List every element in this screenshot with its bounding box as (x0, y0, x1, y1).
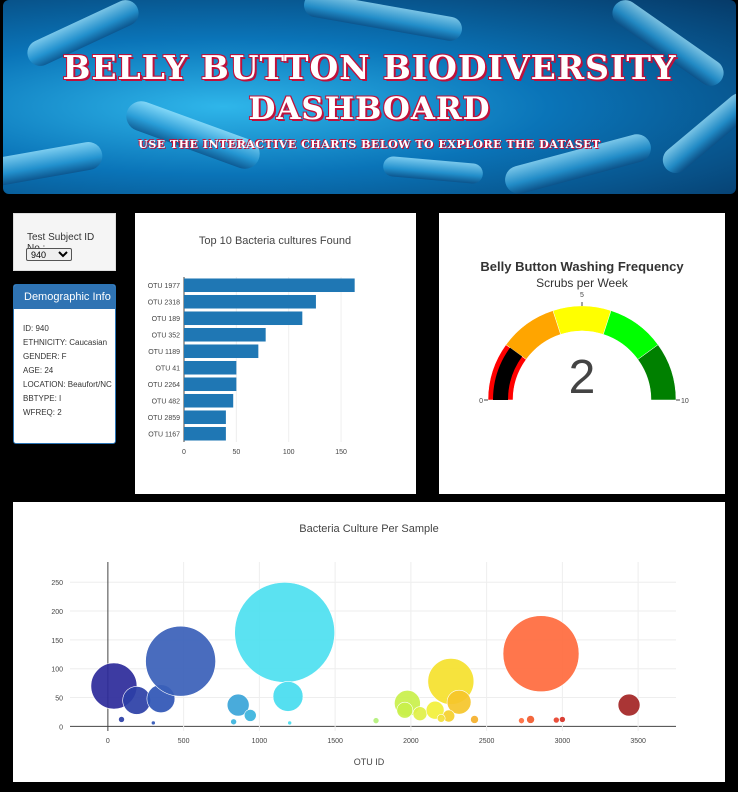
bar-chart-title: Top 10 Bacteria cultures Found (199, 235, 351, 247)
gauge-step (637, 344, 677, 401)
bubble-x-tick-label: 0 (106, 738, 110, 745)
gauge-value-bar (493, 347, 523, 400)
bubble[interactable] (518, 717, 525, 724)
bar-category-label: OTU 2318 (148, 299, 180, 306)
demographic-item: WFREQ: 2 (23, 408, 62, 417)
bubble[interactable] (226, 693, 250, 717)
bubble-x-tick-label: 1000 (252, 738, 268, 745)
bubble-y-tick-label: 250 (51, 580, 63, 587)
bubble[interactable] (151, 720, 156, 726)
bar-category-label: OTU 189 (152, 316, 181, 323)
bubble-y-tick-label: 100 (51, 667, 63, 674)
bar[interactable] (184, 426, 226, 441)
header-banner: BELLY BUTTON BIODIVERSITY DASHBOARD USE … (3, 0, 736, 194)
gauge-chart[interactable]: Belly Button Washing Frequency Scrubs pe… (439, 213, 725, 494)
demographic-info-panel: Demographic Info ID: 940 ETHNICITY: Cauc… (13, 284, 116, 444)
bubble-chart-panel: Bacteria Culture Per Sample 0 50 100 150 200… (13, 502, 725, 782)
bubble-x-tick-label: 2000 (403, 738, 419, 745)
bar[interactable] (184, 344, 259, 359)
demographic-item: ETHNICITY: Caucasian (23, 338, 108, 347)
bar[interactable] (184, 360, 237, 375)
bubble[interactable] (234, 582, 335, 683)
bar-category-label: OTU 1167 (148, 431, 180, 438)
demographic-item: AGE: 24 (23, 366, 54, 375)
bar-x-tick-label: 50 (232, 449, 240, 456)
subject-selector-panel: Test Subject ID No.: 940 (13, 213, 116, 271)
bar-category-label: OTU 2264 (148, 382, 180, 389)
bubble[interactable] (118, 716, 125, 723)
demographic-heading: Demographic Info (14, 285, 115, 309)
bubble-y-tick-label: 150 (51, 638, 63, 645)
gauge-chart-panel: Belly Button Washing Frequency Scrubs pe… (439, 213, 725, 494)
bar-category-label: OTU 482 (152, 398, 181, 405)
bubble-y-tick-label: 200 (51, 609, 63, 616)
bubble[interactable] (412, 706, 428, 721)
bar-x-tick-label: 0 (182, 449, 186, 456)
bubble-x-tick-label: 3500 (630, 738, 646, 745)
demographic-item: BBTYPE: I (23, 394, 62, 403)
bar[interactable] (184, 278, 355, 293)
bubble[interactable] (145, 625, 216, 697)
bar[interactable] (184, 377, 237, 392)
bubble[interactable] (617, 693, 641, 717)
bubble-x-tick-label: 1500 (327, 738, 343, 745)
gauge-subtitle: Scrubs per Week (536, 276, 629, 290)
demographic-item: ID: 940 (23, 324, 49, 333)
bubble[interactable] (243, 709, 257, 722)
bubble[interactable] (372, 717, 380, 724)
bubble-y-tick-label: 50 (55, 696, 63, 703)
bubble-x-axis-label: OTU ID (354, 757, 385, 767)
bar[interactable] (184, 327, 266, 342)
bubble-x-tick-label: 500 (178, 738, 190, 745)
page-title-line2: DASHBOARD (248, 91, 491, 127)
bar[interactable] (184, 410, 226, 425)
gauge-tick-label: 10 (681, 398, 689, 405)
bar-category-label: OTU 1189 (148, 349, 180, 356)
page-subtitle: USE THE INTERACTIVE CHARTS BELOW TO EXPL… (138, 138, 601, 151)
bubble[interactable] (122, 686, 151, 715)
gauge-step (552, 305, 612, 335)
bubble[interactable] (470, 715, 479, 724)
demographic-item: LOCATION: Beaufort/NC (23, 380, 112, 389)
bubble-chart[interactable]: Bacteria Culture Per Sample 0 50 100 150 200… (13, 502, 725, 782)
bacteria-decoration (382, 155, 484, 185)
bubble[interactable] (436, 714, 446, 723)
bar-x-tick-label: 100 (283, 449, 295, 456)
bubble[interactable] (272, 681, 304, 712)
bubble[interactable] (553, 716, 560, 724)
bubble[interactable] (502, 615, 580, 693)
bar-category-label: OTU 41 (155, 365, 180, 372)
bar-chart-panel: Top 10 Bacteria cultures Found 0 50 100 150… (135, 213, 416, 494)
bubble[interactable] (230, 718, 237, 726)
bubble-chart-title: Bacteria Culture Per Sample (299, 523, 438, 535)
gauge-tick-label: 5 (580, 292, 584, 299)
bubble-y-tick-label: 0 (59, 724, 63, 731)
bar-category-label: OTU 1977 (148, 283, 180, 290)
bubble-x-tick-label: 3000 (555, 738, 571, 745)
demographic-item: GENDER: F (23, 352, 67, 361)
bubble[interactable] (396, 701, 414, 719)
gauge-tick-label: 0 (479, 398, 483, 405)
bar[interactable] (184, 294, 316, 309)
bubble-x-tick-label: 2500 (479, 738, 495, 745)
bubble[interactable] (287, 720, 292, 726)
bar[interactable] (184, 393, 234, 408)
gauge-title: Belly Button Washing Frequency (480, 259, 684, 274)
bubble[interactable] (559, 716, 566, 723)
bar[interactable] (184, 311, 303, 326)
bubble[interactable] (526, 715, 535, 724)
bar-category-label: OTU 2859 (148, 415, 180, 422)
demographic-list: ID: 940 ETHNICITY: Caucasian GENDER: F A… (23, 324, 115, 422)
bar-x-tick-label: 150 (335, 449, 347, 456)
bar-category-label: OTU 352 (152, 332, 181, 339)
gauge-value: 2 (569, 351, 596, 404)
page-title: BELLY BUTTON BIODIVERSITY (62, 48, 677, 87)
bubble[interactable] (446, 689, 472, 715)
subject-id-select[interactable]: 940 (26, 248, 72, 261)
bacteria-decoration (302, 0, 464, 43)
bar-chart[interactable]: Top 10 Bacteria cultures Found 0 50 100 150… (135, 213, 416, 494)
